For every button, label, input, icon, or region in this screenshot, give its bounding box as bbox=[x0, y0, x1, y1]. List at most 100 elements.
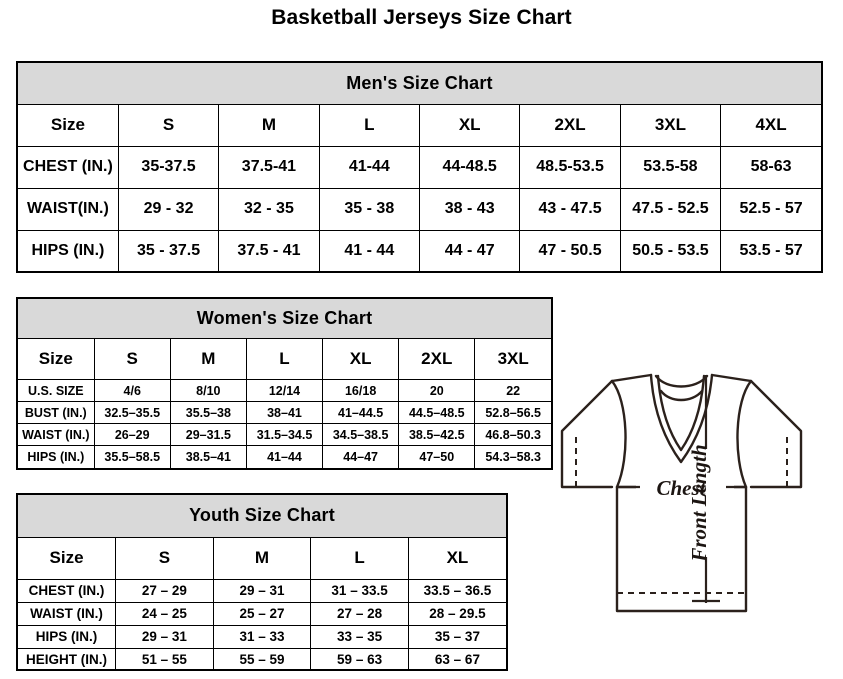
mens-cell: 35 - 37.5 bbox=[117, 229, 220, 272]
womens-row-label: U.S. SIZE bbox=[18, 378, 95, 403]
chest-label-backdrop bbox=[636, 473, 734, 501]
left-armhole bbox=[610, 379, 627, 489]
mens-cell: 32 - 35 bbox=[218, 187, 320, 231]
womens-column-header: 3XL bbox=[474, 337, 551, 380]
mens-cell: 29 - 32 bbox=[117, 187, 220, 231]
mens-cell: 50.5 - 53.5 bbox=[619, 229, 722, 272]
jersey-measurement-diagram: Chest Front Length bbox=[520, 345, 843, 665]
youth-size-table: Youth Size Chart Size S M L XL CHEST (IN.) 27 –… bbox=[18, 495, 506, 671]
collar-arc-inner bbox=[659, 389, 704, 402]
womens-row-label: BUST (IN.) bbox=[18, 401, 95, 425]
youth-cell: 35 – 37 bbox=[407, 624, 506, 649]
mens-size-table: Men's Size Chart Size S M L XL 2XL 3XL 4XL CHEST … bbox=[18, 63, 821, 272]
mens-cell: 47.5 - 52.5 bbox=[619, 187, 722, 231]
womens-cell: 31.5–34.5 bbox=[245, 423, 324, 447]
womens-column-header: S bbox=[93, 337, 171, 380]
womens-cell: 38.5–42.5 bbox=[398, 423, 476, 447]
mens-cell: 43 - 47.5 bbox=[519, 187, 621, 231]
mens-column-header: Size bbox=[18, 103, 119, 147]
womens-cell: 54.3–58.3 bbox=[474, 445, 551, 468]
youth-row-label: HIPS (IN.) bbox=[18, 624, 117, 649]
womens-table-row: WAIST (IN.) 26–29 29–31.5 31.5–34.5 34.5–38.… bbox=[18, 423, 551, 447]
mens-cell: 53.5 - 57 bbox=[720, 229, 821, 272]
mens-column-header: 4XL bbox=[720, 103, 821, 147]
mens-table-row: WAIST(IN.) 29 - 32 32 - 35 35 - 38 38 - 43 43… bbox=[18, 187, 821, 231]
womens-column-header: 2XL bbox=[398, 337, 476, 380]
womens-cell: 12/14 bbox=[245, 378, 324, 403]
womens-size-table: Women's Size Chart Size S M L XL 2XL 3XL U.S. SI… bbox=[18, 299, 551, 468]
mens-row-label: WAIST(IN.) bbox=[18, 187, 119, 231]
youth-table-row: CHEST (IN.) 27 – 29 29 – 31 31 – 33.5 33.5 –… bbox=[18, 578, 506, 603]
mens-cell: 53.5-58 bbox=[619, 145, 722, 189]
youth-table-row: WAIST (IN.) 24 – 25 25 – 27 27 – 28 28 – 29.… bbox=[18, 601, 506, 626]
mens-column-header: 3XL bbox=[619, 103, 722, 147]
mens-cell: 37.5-41 bbox=[218, 145, 320, 189]
youth-cell: 51 – 55 bbox=[115, 647, 214, 671]
youth-column-header: Size bbox=[18, 536, 117, 580]
youth-row-label: HEIGHT (IN.) bbox=[18, 647, 117, 671]
youth-column-header: M bbox=[212, 536, 312, 580]
left-shoulder bbox=[610, 373, 653, 383]
mens-banner-title: Men's Size Chart bbox=[18, 63, 821, 105]
youth-table-row: HEIGHT (IN.) 51 – 55 55 – 59 59 – 63 63 – 67 bbox=[18, 647, 506, 671]
youth-cell: 25 – 27 bbox=[212, 601, 312, 626]
mens-cell: 41-44 bbox=[318, 145, 421, 189]
mens-row-label: HIPS (IN.) bbox=[18, 229, 119, 272]
right-shoulder bbox=[710, 373, 753, 383]
womens-cell: 44–47 bbox=[322, 445, 400, 468]
womens-cell: 44.5–48.5 bbox=[398, 401, 476, 425]
collar-arc-outer bbox=[654, 374, 709, 388]
mens-column-header: S bbox=[117, 103, 220, 147]
womens-cell: 29–31.5 bbox=[169, 423, 247, 447]
mens-cell: 38 - 43 bbox=[418, 187, 521, 231]
womens-table-row: HIPS (IN.) 35.5–58.5 38.5–41 41–44 44–47 47–5… bbox=[18, 445, 551, 468]
mens-column-header: XL bbox=[418, 103, 521, 147]
front-length-label: Front Length bbox=[687, 444, 711, 562]
mens-cell: 48.5-53.5 bbox=[519, 145, 621, 189]
mens-table-row: HIPS (IN.) 35 - 37.5 37.5 - 41 41 - 44 44 - … bbox=[18, 229, 821, 272]
mens-cell: 35-37.5 bbox=[117, 145, 220, 189]
mens-cell: 52.5 - 57 bbox=[720, 187, 821, 231]
mens-cell: 58-63 bbox=[720, 145, 821, 189]
mens-cell: 44 - 47 bbox=[418, 229, 521, 272]
mens-cell: 47 - 50.5 bbox=[519, 229, 621, 272]
right-sleeve-outline bbox=[749, 379, 803, 489]
womens-column-header: Size bbox=[18, 337, 95, 380]
womens-column-header: M bbox=[169, 337, 247, 380]
mens-cell: 44-48.5 bbox=[418, 145, 521, 189]
mens-size-chart: Men's Size Chart Size S M L XL 2XL 3XL 4XL CHEST … bbox=[16, 61, 823, 273]
mens-table-row: CHEST (IN.) 35-37.5 37.5-41 41-44 44-48.5 48.… bbox=[18, 145, 821, 189]
womens-cell: 38–41 bbox=[245, 401, 324, 425]
youth-column-header: S bbox=[115, 536, 214, 580]
mens-header-row: Size S M L XL 2XL 3XL 4XL bbox=[18, 103, 821, 147]
youth-cell: 31 – 33.5 bbox=[310, 578, 409, 603]
womens-cell: 8/10 bbox=[169, 378, 247, 403]
womens-cell: 52.8–56.5 bbox=[474, 401, 551, 425]
youth-row-label: CHEST (IN.) bbox=[18, 578, 117, 603]
youth-size-chart: Youth Size Chart Size S M L XL CHEST (IN.) 27 –… bbox=[16, 493, 508, 671]
youth-cell: 28 – 29.5 bbox=[407, 601, 506, 626]
womens-cell: 41–44.5 bbox=[322, 401, 400, 425]
mens-cell: 37.5 - 41 bbox=[218, 229, 320, 272]
right-armhole bbox=[736, 379, 753, 489]
womens-cell: 38.5–41 bbox=[169, 445, 247, 468]
womens-size-chart: Women's Size Chart Size S M L XL 2XL 3XL U.S. SI… bbox=[16, 297, 553, 470]
mens-column-header: M bbox=[218, 103, 320, 147]
womens-cell: 20 bbox=[398, 378, 476, 403]
youth-row-label: WAIST (IN.) bbox=[18, 601, 117, 626]
womens-row-label: WAIST (IN.) bbox=[18, 423, 95, 447]
womens-cell: 16/18 bbox=[322, 378, 400, 403]
womens-cell: 35.5–38 bbox=[169, 401, 247, 425]
womens-cell: 41–44 bbox=[245, 445, 324, 468]
youth-column-header: L bbox=[310, 536, 409, 580]
mens-cell: 41 - 44 bbox=[318, 229, 421, 272]
youth-header-row: Size S M L XL bbox=[18, 536, 506, 580]
womens-cell: 47–50 bbox=[398, 445, 476, 468]
womens-cell: 32.5–35.5 bbox=[93, 401, 171, 425]
youth-table-row: HIPS (IN.) 29 – 31 31 – 33 33 – 35 35 – 37 bbox=[18, 624, 506, 649]
womens-table-row: BUST (IN.) 32.5–35.5 35.5–38 38–41 41–44.5 44… bbox=[18, 401, 551, 425]
youth-cell: 31 – 33 bbox=[212, 624, 312, 649]
womens-row-label: HIPS (IN.) bbox=[18, 445, 95, 468]
youth-cell: 27 – 28 bbox=[310, 601, 409, 626]
youth-cell: 55 – 59 bbox=[212, 647, 312, 671]
